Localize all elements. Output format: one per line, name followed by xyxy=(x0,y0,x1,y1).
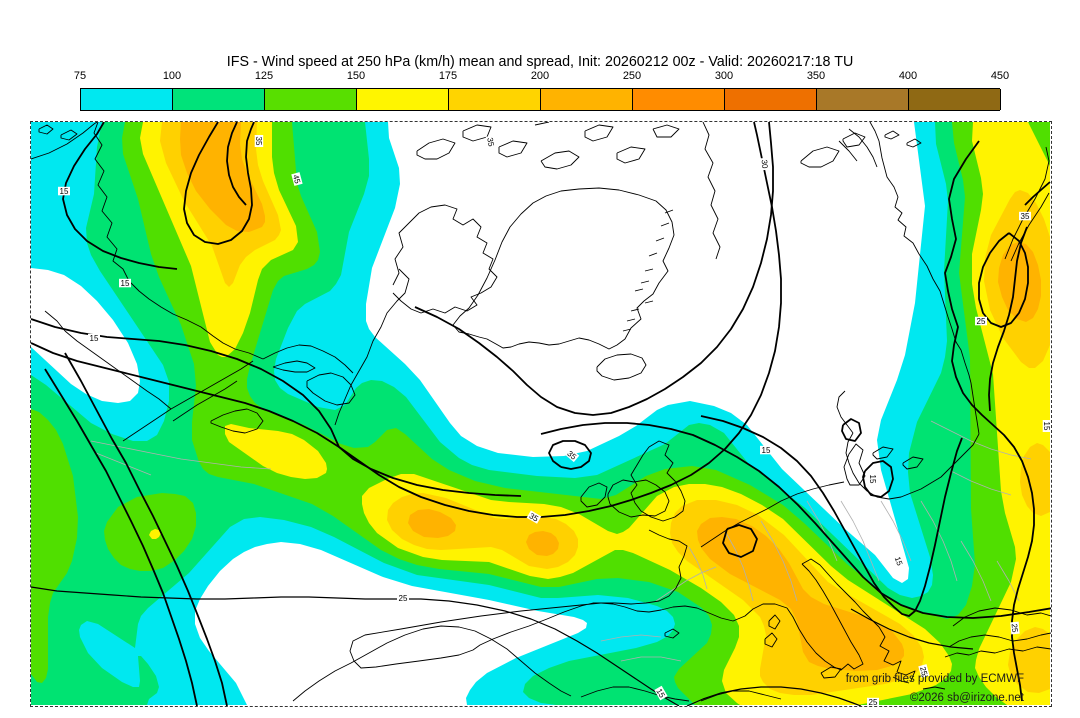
svg-text:25: 25 xyxy=(977,317,986,326)
svg-text:©2026 sb@irizone.net: ©2026 sb@irizone.net xyxy=(910,692,1025,704)
svg-text:35: 35 xyxy=(1021,212,1030,221)
svg-text:25: 25 xyxy=(918,666,929,677)
svg-text:45: 45 xyxy=(291,174,302,185)
svg-text:from grib files provided by EC: from grib files provided by ECMWF xyxy=(846,673,1024,685)
svg-text:15: 15 xyxy=(1042,422,1051,431)
svg-text:15: 15 xyxy=(868,475,877,484)
svg-text:35: 35 xyxy=(485,137,496,148)
svg-text:35: 35 xyxy=(254,137,263,146)
svg-text:25: 25 xyxy=(869,698,878,706)
svg-text:15: 15 xyxy=(121,279,130,288)
svg-text:30: 30 xyxy=(760,159,770,169)
svg-text:25: 25 xyxy=(399,594,408,603)
svg-text:15: 15 xyxy=(90,334,99,343)
svg-text:15: 15 xyxy=(762,446,771,455)
svg-text:15: 15 xyxy=(60,187,69,196)
svg-text:15: 15 xyxy=(893,555,905,567)
svg-text:25: 25 xyxy=(1010,623,1020,633)
